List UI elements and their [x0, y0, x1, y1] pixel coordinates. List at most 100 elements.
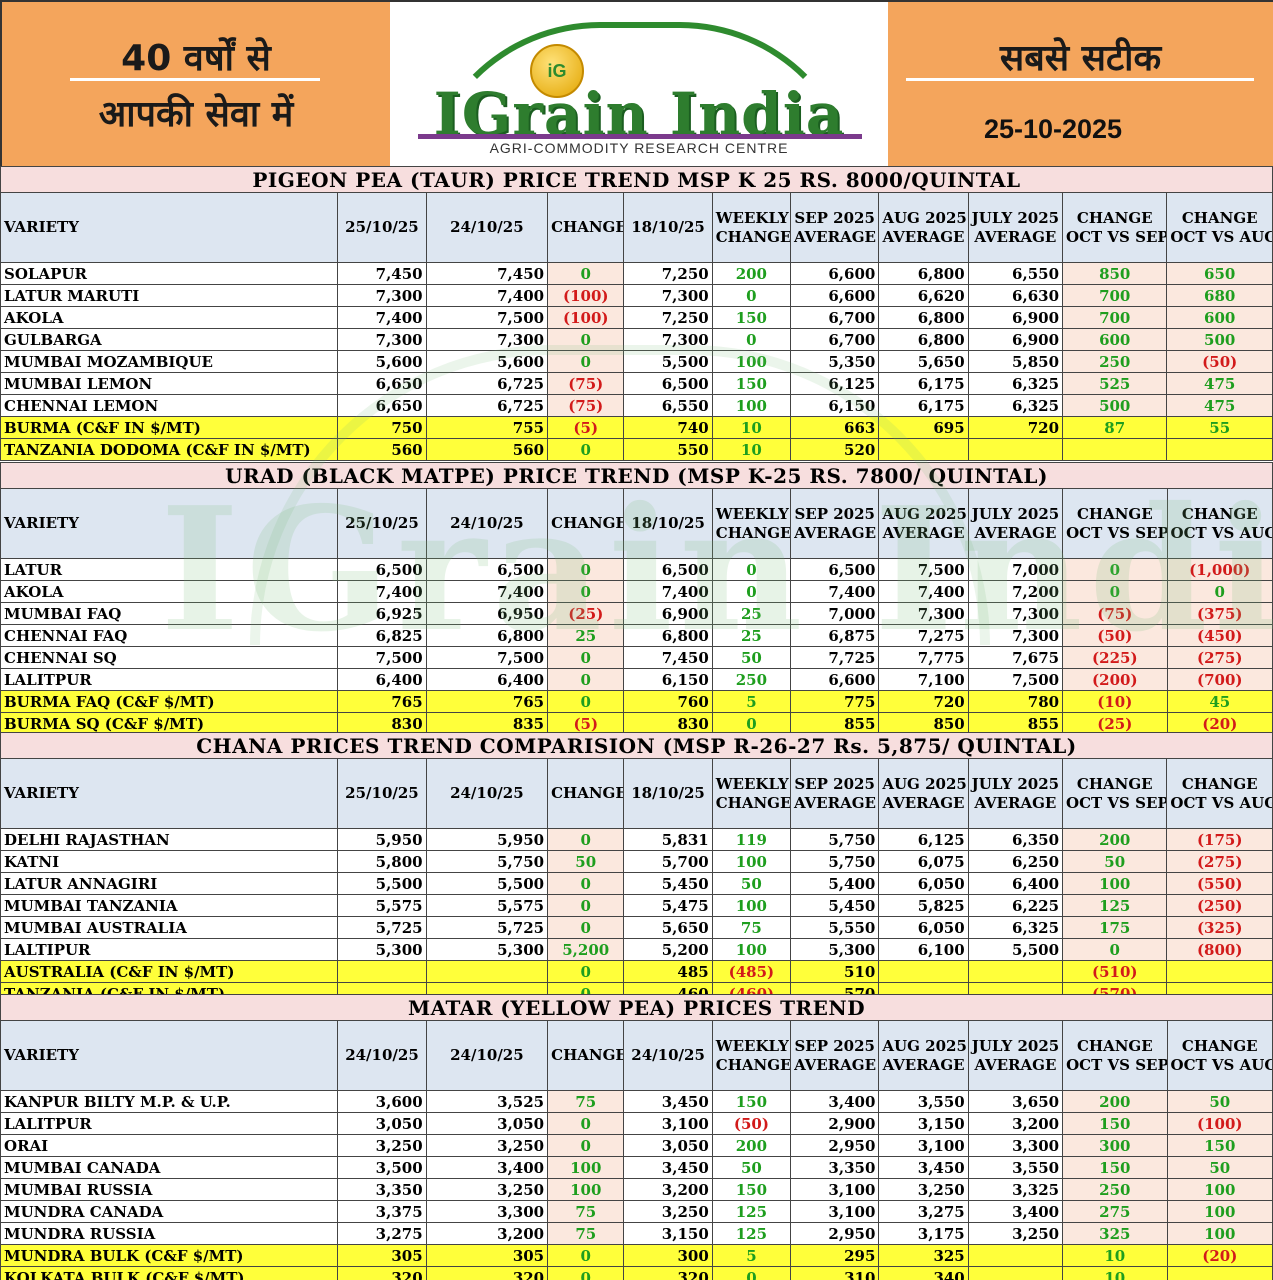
table-row: KOLKATA BULK (C&F $/MT) 320 320 0 320 0 310 340… [0, 1266, 1273, 1280]
price-cell: 3,150 [878, 1112, 969, 1135]
price-cell: 6,225 [967, 894, 1064, 917]
month-change-cell: (25) [1062, 712, 1168, 735]
price-cell: 6,900 [967, 306, 1064, 329]
price-cell: 560 [337, 438, 427, 461]
weekly-change-cell: 100 [711, 394, 792, 417]
table-row: BURMA FAQ (C&F $/MT) 765 765 0 760 5 775 720 780… [0, 690, 1273, 713]
price-cell: 720 [967, 416, 1064, 439]
month-change-cell: 500 [1166, 328, 1273, 351]
variety-cell: MUMBAI FAQ [0, 602, 339, 625]
table-row: MUMBAI LEMON 6,650 6,725 (75) 6,500 150 6,125 6… [0, 372, 1273, 395]
variety-cell: CHENNAI FAQ [0, 624, 339, 647]
month-change-cell: 200 [1062, 828, 1168, 851]
price-cell: 2,950 [790, 1222, 880, 1245]
column-header: 24/10/25 [623, 1020, 713, 1091]
price-cell: 5,350 [789, 350, 880, 373]
month-change-cell: 325 [1062, 1222, 1168, 1245]
daily-change-cell: 0 [547, 350, 625, 373]
variety-cell: CHENNAI LEMON [0, 394, 339, 417]
column-header: AUG 2025 AVERAGE [878, 488, 969, 559]
price-cell: 6,150 [789, 394, 880, 417]
header-right-panel: सबसे सटीक 25-10-2025 [888, 2, 1273, 166]
price-cell: 5,650 [878, 350, 969, 373]
month-change-cell: 850 [1062, 262, 1168, 285]
weekly-change-cell: 0 [711, 712, 792, 735]
month-change-cell: 275 [1062, 1200, 1168, 1223]
price-cell: 6,550 [623, 394, 713, 417]
price-cell: 5,200 [623, 938, 713, 961]
month-change-cell: (510) [1062, 960, 1168, 983]
price-cell: 3,550 [878, 1090, 969, 1113]
price-cell: 3,050 [337, 1112, 427, 1135]
weekly-change-cell: 25 [711, 602, 792, 625]
price-cell: 6,620 [878, 284, 969, 307]
table-row: TANZANIA DODOMA (C&F IN $/MT) 560 560 0 550 1… [0, 438, 1273, 461]
price-cell: 3,175 [878, 1222, 969, 1245]
price-cell: 7,725 [790, 646, 880, 669]
daily-change-cell: (75) [547, 372, 625, 395]
month-change-cell: 600 [1062, 328, 1168, 351]
weekly-change-cell: 5 [711, 1244, 792, 1267]
price-cell: 7,500 [967, 668, 1064, 691]
weekly-change-cell: 150 [711, 1178, 792, 1201]
price-cell: 6,800 [878, 262, 969, 285]
divider [906, 78, 1254, 81]
daily-change-cell: 75 [547, 1200, 625, 1223]
month-change-cell: (275) [1166, 850, 1273, 873]
price-cell: 3,400 [425, 1156, 549, 1179]
price-cell: 6,175 [878, 394, 969, 417]
price-cell: 7,450 [623, 646, 713, 669]
daily-change-cell: 0 [547, 580, 625, 603]
table-row: DELHI RAJASTHAN 5,950 5,950 0 5,831 119 5,750 6… [0, 828, 1273, 851]
month-change-cell: 50 [1062, 850, 1168, 873]
matar-section: MATAR (YELLOW PEA) PRICES TREND VARIETY 24… [0, 994, 1273, 1280]
daily-change-cell: 50 [547, 850, 625, 873]
daily-change-cell: 0 [547, 960, 625, 983]
weekly-change-cell: 100 [711, 894, 792, 917]
price-cell: 830 [623, 712, 713, 735]
price-cell: 2,950 [790, 1134, 880, 1157]
column-header: CHANGE OCT VS SEP [1062, 488, 1168, 559]
price-cell: 6,600 [789, 284, 880, 307]
pigeon-pea-section: PIGEON PEA (TAUR) PRICE TREND MSP K 25 R… [0, 166, 1273, 461]
month-change-cell: 475 [1166, 372, 1273, 395]
price-cell: 5,600 [425, 350, 549, 373]
month-change-cell: 0 [1166, 580, 1273, 603]
price-cell: 6,400 [967, 872, 1064, 895]
table-row: AUSTRALIA (C&F IN $/MT) 0 485 (485) 510 (510) [0, 960, 1273, 983]
price-cell [878, 960, 969, 983]
price-cell: 310 [790, 1266, 880, 1280]
table-row: MUMBAI AUSTRALIA 5,725 5,725 0 5,650 75 5,550 6… [0, 916, 1273, 939]
column-header: SEP 2025 AVERAGE [789, 192, 880, 263]
price-cell: 3,300 [425, 1200, 549, 1223]
price-cell: 3,250 [878, 1178, 969, 1201]
column-header: AUG 2025 AVERAGE [878, 758, 969, 829]
table-row: MUMBAI MOZAMBIQUE 5,600 5,600 0 5,500 100 5,35… [0, 350, 1273, 373]
column-header: 24/10/25 [425, 758, 549, 829]
price-cell: 740 [623, 416, 713, 439]
price-cell: 6,725 [425, 394, 549, 417]
variety-cell: BURMA (C&F IN $/MT) [0, 416, 339, 439]
price-cell: 3,400 [790, 1090, 880, 1113]
price-cell: 7,300 [623, 328, 713, 351]
daily-change-cell: 75 [547, 1090, 625, 1113]
divider [70, 78, 320, 81]
weekly-change-cell: 50 [711, 1156, 792, 1179]
weekly-change-cell: 125 [711, 1200, 792, 1223]
variety-cell: MUNDRA RUSSIA [0, 1222, 339, 1245]
table-row: KANPUR BILTY M.P. & U.P. 3,600 3,525 75 3,45… [0, 1090, 1273, 1113]
price-cell: 6,800 [623, 624, 713, 647]
variety-cell: LATUR MARUTI [0, 284, 339, 307]
variety-cell: KOLKATA BULK (C&F $/MT) [0, 1266, 339, 1280]
price-cell: 6,950 [425, 602, 549, 625]
price-cell: 485 [623, 960, 713, 983]
price-cell: 3,100 [623, 1112, 713, 1135]
section-title: PIGEON PEA (TAUR) PRICE TREND MSP K 25 R… [0, 166, 1273, 193]
table-row: LATUR MARUTI 7,300 7,400 (100) 7,300 0 6,600 6,… [0, 284, 1273, 307]
table-row: ORAI 3,250 3,250 0 3,050 200 2,950 3,100 3,300 30… [0, 1134, 1273, 1157]
daily-change-cell: 0 [547, 262, 625, 285]
price-cell: 5,400 [789, 872, 880, 895]
month-change-cell: 55 [1166, 416, 1273, 439]
price-cell: 3,250 [623, 1200, 713, 1223]
variety-cell: MUNDRA CANADA [0, 1200, 339, 1223]
